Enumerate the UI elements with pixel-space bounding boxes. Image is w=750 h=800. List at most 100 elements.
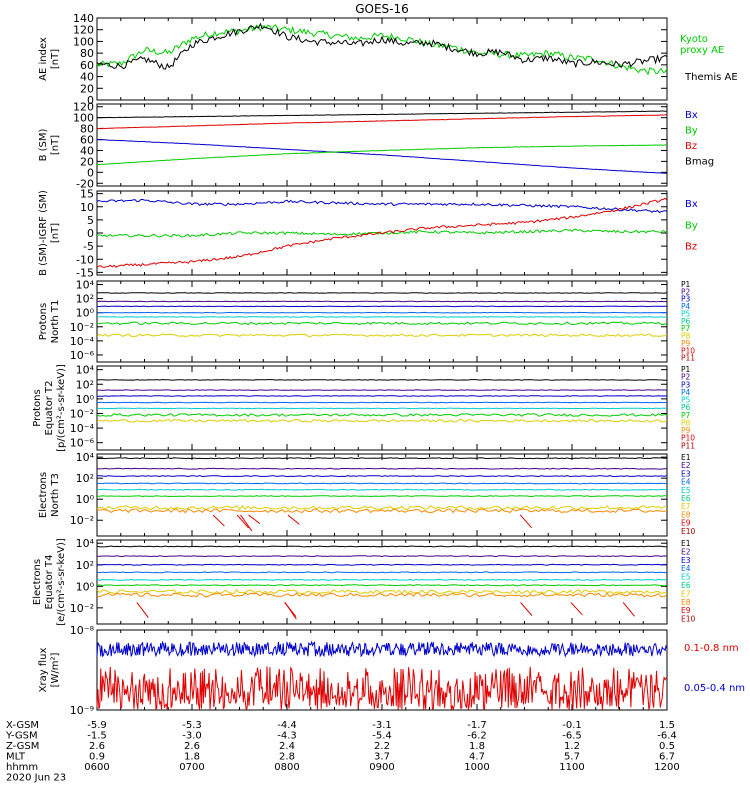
legend-label: P1 bbox=[681, 280, 691, 289]
legend-label: E4 bbox=[681, 564, 691, 573]
legend-label: proxy AE bbox=[680, 45, 724, 56]
y-axis-label: Equator T2 bbox=[44, 381, 55, 436]
series-line-bz bbox=[96, 197, 668, 268]
flux-segment bbox=[136, 602, 149, 618]
y-tick-label: 140 bbox=[73, 12, 94, 25]
y-tick-label: 100 bbox=[73, 35, 94, 48]
legend-label: P10 bbox=[681, 434, 695, 443]
legend-label: E2 bbox=[681, 461, 691, 470]
y-tick-label: 10² bbox=[76, 378, 94, 391]
orbit-value: 1.5 bbox=[659, 720, 675, 731]
y-tick-label: 20 bbox=[80, 155, 94, 168]
orbit-value: 2.2 bbox=[374, 741, 390, 752]
flux-line bbox=[96, 467, 668, 470]
legend-label: P9 bbox=[681, 339, 691, 348]
flux-line bbox=[96, 563, 668, 566]
flux-line bbox=[97, 584, 668, 587]
flux-segment bbox=[212, 514, 225, 527]
y-tick-label: 10⁻⁸ bbox=[70, 624, 95, 637]
y-axis-label: Protons bbox=[38, 303, 49, 340]
flux-line bbox=[97, 475, 668, 478]
orbit-value: 1.8 bbox=[469, 741, 485, 752]
date-label: 2020 Jun 23 bbox=[6, 773, 66, 784]
orbit-value: -6.4 bbox=[657, 731, 677, 742]
flux-line bbox=[96, 407, 668, 410]
y-axis-label: [p/(cm²-s-sr-keV)] bbox=[56, 364, 67, 452]
chart-title: GOES-16 bbox=[355, 2, 409, 16]
flux-segment bbox=[284, 602, 297, 620]
legend-label: P2 bbox=[681, 287, 691, 296]
flux-line bbox=[97, 311, 668, 314]
orbit-value: -5.9 bbox=[87, 720, 107, 731]
legend-label: Bx bbox=[685, 199, 698, 210]
y-tick-label: 10⁰ bbox=[76, 580, 95, 593]
series-line-bz bbox=[97, 114, 668, 130]
series-line-xray-short bbox=[96, 640, 668, 658]
y-tick-label: 60 bbox=[80, 59, 94, 72]
y-tick-label: 10⁴ bbox=[76, 537, 95, 550]
y-axis-label: Xray flux bbox=[38, 648, 49, 693]
legend-label: By bbox=[685, 220, 698, 231]
panel-frame-ae bbox=[96, 17, 668, 101]
series-line-bx bbox=[96, 198, 668, 214]
legend-label: P6 bbox=[681, 403, 691, 412]
legend-label: P7 bbox=[681, 324, 691, 333]
y-tick-label: 10⁻⁴ bbox=[70, 335, 95, 348]
flux-segment bbox=[519, 514, 533, 529]
legend-label: P4 bbox=[681, 302, 691, 311]
orbit-value: -6.5 bbox=[562, 731, 582, 742]
legend-label: E10 bbox=[681, 527, 696, 536]
flux-line bbox=[96, 589, 668, 595]
flux-line bbox=[96, 413, 668, 417]
y-axis-label: [W/m²] bbox=[50, 652, 61, 687]
orbit-value: -0.1 bbox=[562, 720, 582, 731]
y-tick-label: -10 bbox=[76, 253, 94, 266]
y-tick-label: 10⁰ bbox=[76, 393, 95, 406]
series-line-by bbox=[97, 144, 668, 165]
y-axis-label: [nT] bbox=[50, 223, 61, 243]
y-tick-label: -5 bbox=[83, 240, 94, 253]
legend-label: E5 bbox=[681, 486, 691, 495]
orbit-value: 2.6 bbox=[89, 741, 105, 752]
orbit-value: 4.7 bbox=[469, 752, 485, 763]
orbit-value: -3.0 bbox=[182, 731, 202, 742]
flux-line bbox=[97, 457, 668, 460]
y-tick-label: 120 bbox=[73, 24, 94, 37]
y-tick-label: -15 bbox=[76, 266, 94, 279]
legend-label: P3 bbox=[681, 380, 691, 389]
orbit-value: 6.7 bbox=[659, 752, 675, 763]
y-tick-label: 10² bbox=[76, 472, 94, 485]
orbit-row-label: Z-GSM bbox=[6, 741, 39, 752]
y-tick-label: 10 bbox=[80, 201, 94, 214]
flux-line bbox=[96, 401, 668, 404]
y-tick-label: 10⁻² bbox=[70, 407, 94, 420]
orbit-value: -6.2 bbox=[467, 731, 487, 742]
flux-segment bbox=[520, 602, 533, 616]
orbit-value: 2.4 bbox=[279, 741, 295, 752]
y-tick-label: 15 bbox=[80, 188, 94, 201]
y-tick-label: 40 bbox=[80, 144, 94, 157]
legend-label: P7 bbox=[681, 411, 691, 420]
orbit-value: 0900 bbox=[369, 762, 394, 773]
orbit-value: 1100 bbox=[559, 762, 584, 773]
y-tick-label: 10⁻² bbox=[70, 514, 94, 527]
legend-label: E4 bbox=[681, 478, 691, 487]
orbit-value: 2.8 bbox=[279, 752, 295, 763]
y-axis-label: AE index bbox=[38, 37, 49, 81]
series-line-themis-ae bbox=[96, 22, 668, 70]
y-tick-label: 10⁴ bbox=[76, 279, 95, 292]
series-line-by bbox=[97, 228, 668, 238]
y-tick-label: 10⁻⁹ bbox=[70, 704, 94, 717]
y-axis-label: Electrons bbox=[38, 472, 49, 518]
orbit-value: 0.5 bbox=[659, 741, 675, 752]
orbit-row-label: MLT bbox=[6, 752, 26, 763]
y-axis-label: B (SM)-IGRF (SM) bbox=[38, 190, 49, 276]
legend-label: Bx bbox=[685, 110, 698, 121]
legend-label: E2 bbox=[681, 547, 691, 556]
legend-label: E8 bbox=[681, 598, 691, 607]
y-tick-label: 10² bbox=[76, 559, 94, 572]
legend-label: E7 bbox=[681, 502, 691, 511]
legend-label: E6 bbox=[681, 581, 691, 590]
flux-line bbox=[96, 389, 668, 391]
orbit-value: -1.5 bbox=[87, 731, 107, 742]
